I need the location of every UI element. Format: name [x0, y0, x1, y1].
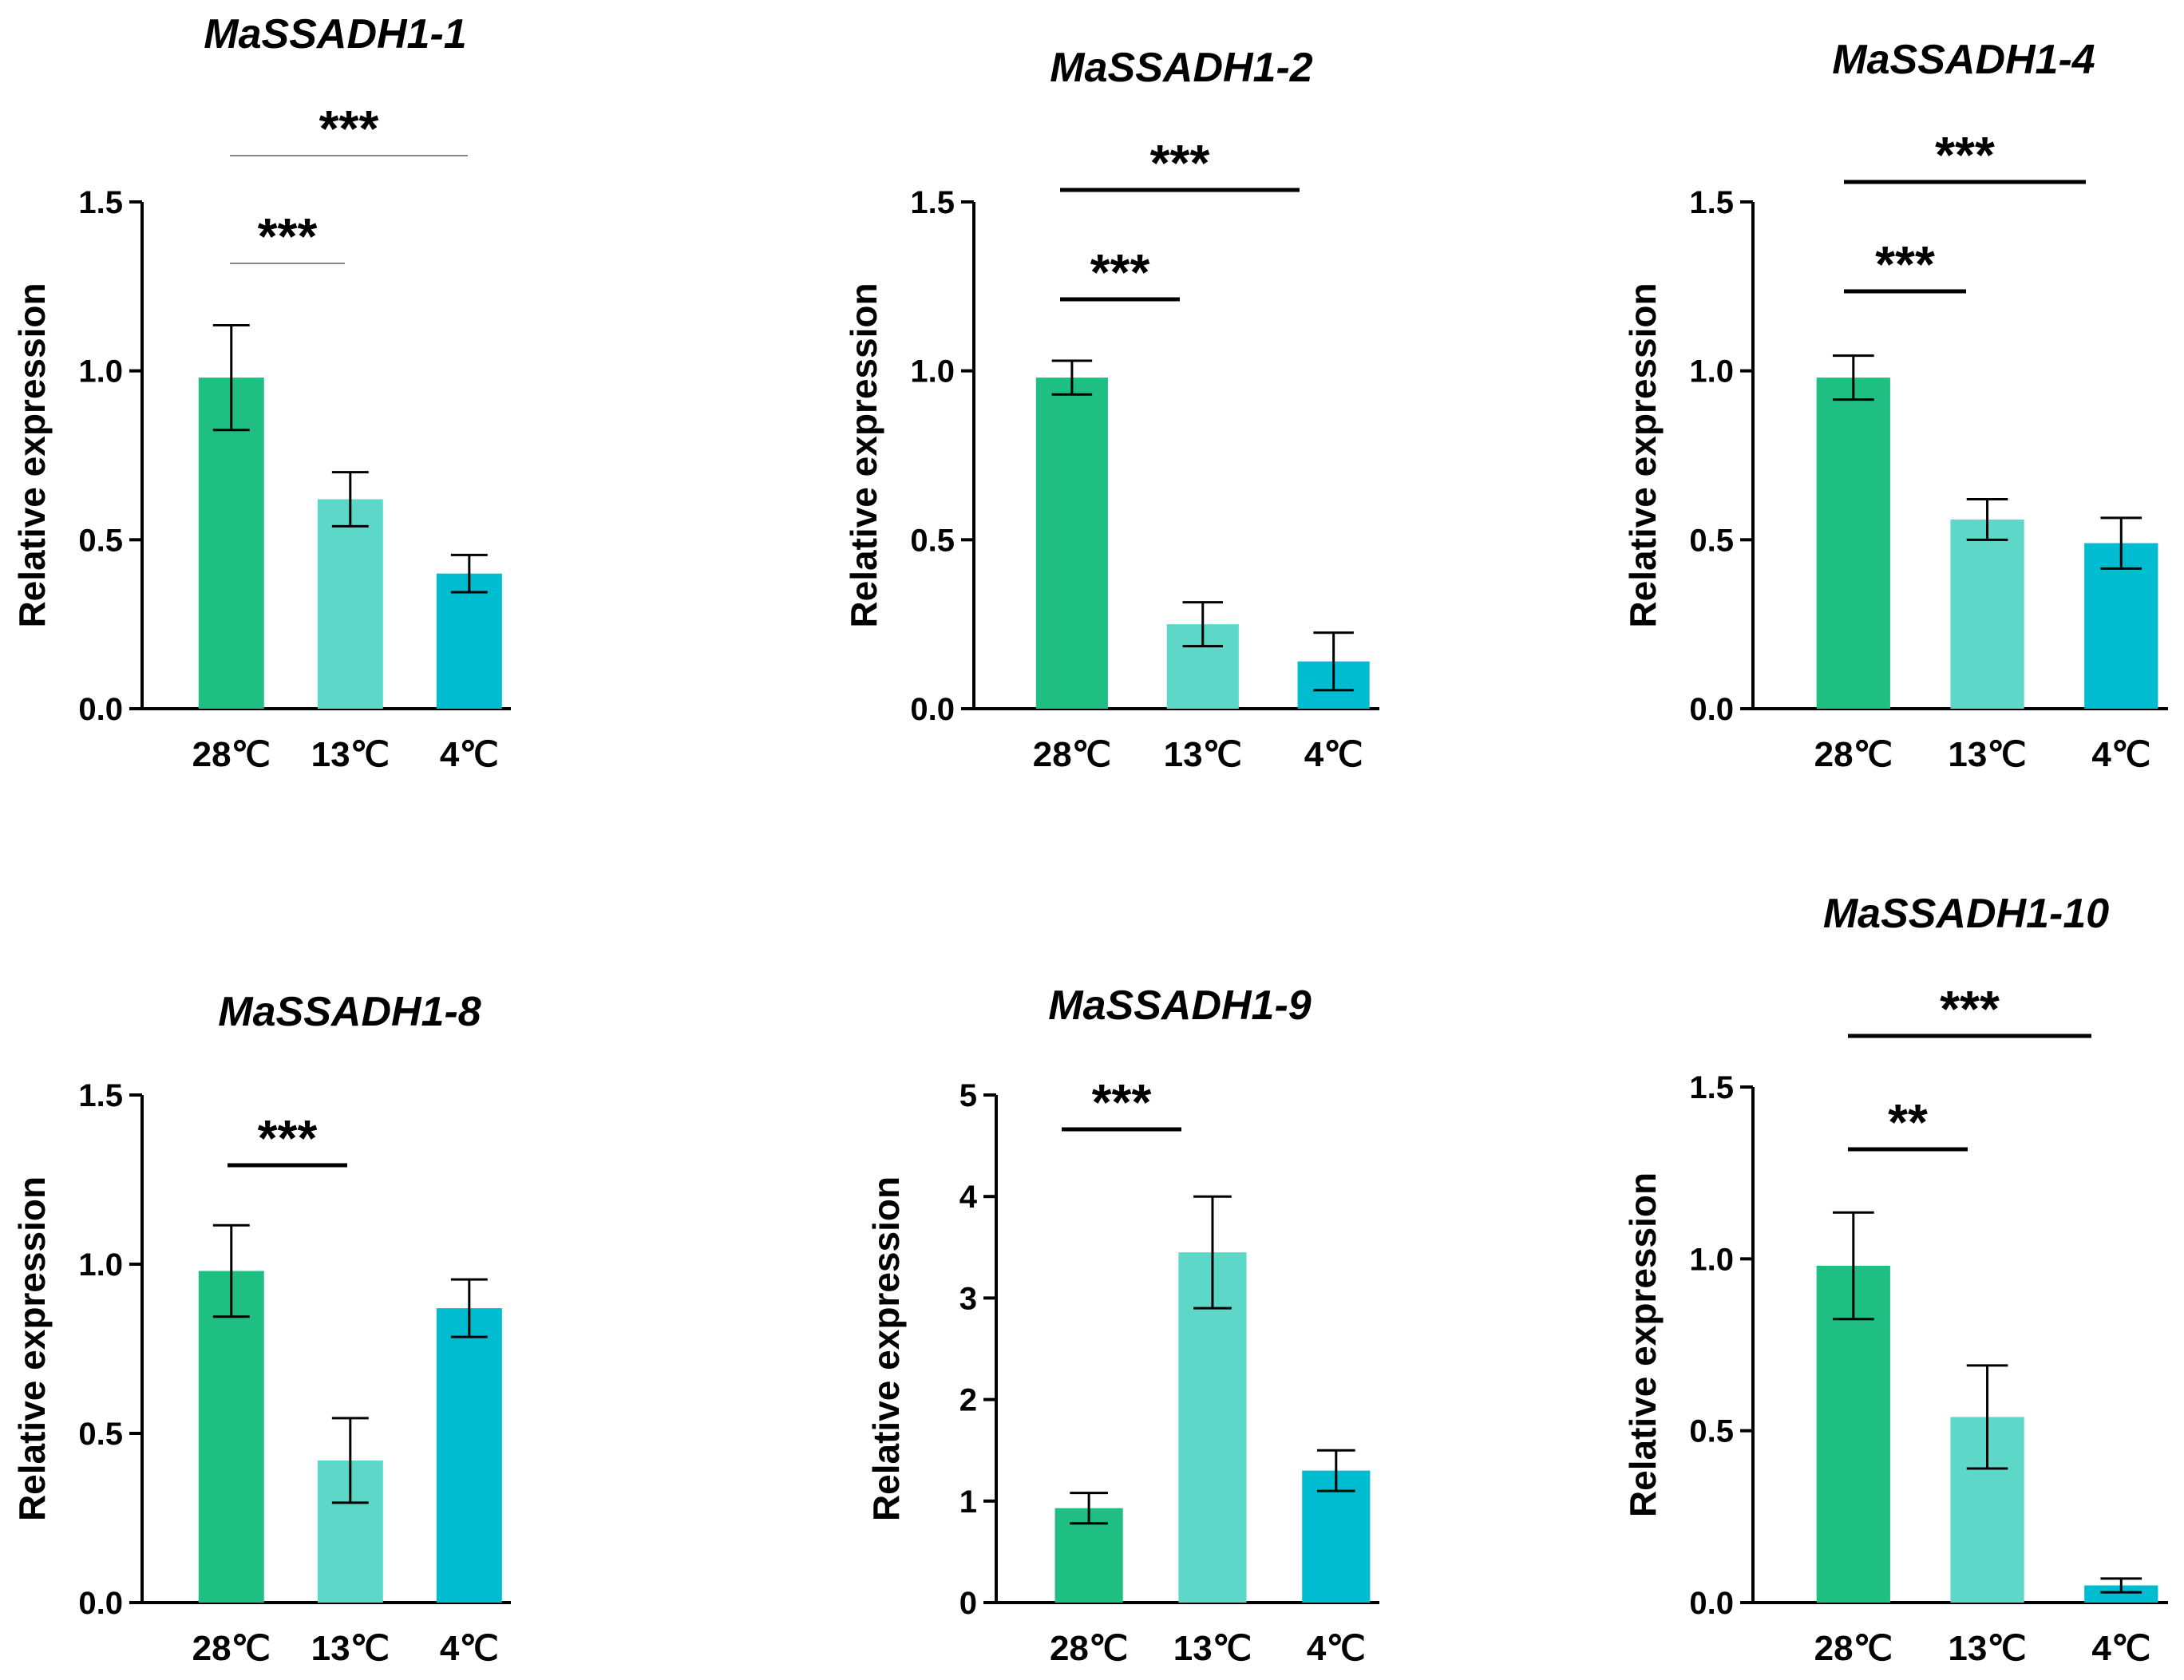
panel-5-bar-3: [1302, 1470, 1371, 1603]
panel-6-y-tick-label: 1.0: [1689, 1242, 1734, 1277]
panel-1-bar-2: [317, 499, 383, 709]
panel-1-x-tick-label-1: 28℃: [192, 735, 271, 774]
panel-6-significance-label-2: ***: [1940, 980, 2000, 1038]
panel-3-x-tick-label-3: 4℃: [2091, 735, 2150, 774]
panel-4-y-tick-label: 1.0: [78, 1247, 123, 1283]
panel-4-bar-1: [198, 1271, 264, 1603]
panel-5-y-tick-label: 2: [959, 1383, 977, 1418]
panel-6-y-tick-label: 0.0: [1689, 1586, 1734, 1621]
panel-1-title: MaSSADH1-1: [204, 11, 466, 57]
panel-3-y-axis-label: Relative expression: [1622, 283, 1664, 627]
panel-4-significance-label-1: ***: [258, 1109, 318, 1167]
panel-4-x-tick-label-1: 28℃: [192, 1629, 271, 1668]
panel-3-y-tick-label: 0.5: [1689, 523, 1734, 558]
panel-3-bar-1: [1816, 378, 1890, 709]
panel-6-bar-1: [1816, 1265, 1890, 1603]
panel-5-x-tick-label-3: 4℃: [1307, 1629, 1366, 1668]
panel-2-significance-label-2: ***: [1150, 134, 1210, 192]
panel-5-x-tick-label-2: 13℃: [1173, 1629, 1252, 1668]
panel-2-significance-label-1: ***: [1090, 243, 1150, 301]
panel-6-bar-3: [2084, 1585, 2158, 1603]
panel-1-y-tick-label: 1.0: [78, 354, 123, 389]
panel-5-significance-label-1: ***: [1092, 1073, 1152, 1131]
panel-5-y-tick-label: 0: [959, 1586, 977, 1621]
panel-3-significance-label-1: ***: [1875, 235, 1935, 293]
panel-1-y-axis-label: Relative expression: [11, 283, 53, 627]
panel-4-y-axis-label: Relative expression: [11, 1176, 53, 1521]
panel-1-significance-label-2: ***: [319, 100, 379, 157]
panel-4-y-tick-label: 0.0: [78, 1586, 123, 1621]
panel-4-x-tick-label-2: 13℃: [311, 1629, 390, 1668]
panel-2-x-tick-label-2: 13℃: [1164, 735, 1242, 774]
panel-6-significance-label-1: **: [1888, 1093, 1928, 1151]
panel-5-bar-2: [1178, 1252, 1247, 1603]
panel-2-y-tick-label: 1.0: [910, 354, 955, 389]
panel-5-y-axis-label: Relative expression: [865, 1176, 907, 1521]
panel-6-y-tick-label: 0.5: [1689, 1414, 1734, 1449]
panel-1-bar-3: [436, 573, 502, 709]
panel-3-x-tick-label-2: 13℃: [1948, 735, 2026, 774]
panel-2-x-tick-label-3: 4℃: [1304, 735, 1363, 774]
panel-1-y-tick-label: 1.5: [78, 185, 123, 220]
panel-6-x-tick-label-1: 28℃: [1814, 1629, 1893, 1668]
panel-5-y-tick-label: 5: [959, 1078, 977, 1113]
panel-6-title: MaSSADH1-10: [1823, 891, 2109, 937]
panel-2-y-tick-label: 0.0: [910, 692, 955, 727]
panel-2-x-tick-label-1: 28℃: [1033, 735, 1111, 774]
panel-1-y-tick-label: 0.5: [78, 523, 123, 558]
panel-1-y-tick-label: 0.0: [78, 692, 123, 727]
panel-4-x-tick-label-3: 4℃: [440, 1629, 499, 1668]
panel-2-bar-1: [1035, 378, 1108, 709]
panel-2-title: MaSSADH1-2: [1050, 45, 1312, 91]
panel-4-y-tick-label: 1.5: [78, 1078, 123, 1113]
panel-6-y-tick-label: 1.5: [1689, 1070, 1734, 1105]
panel-3-y-tick-label: 0.0: [1689, 692, 1734, 727]
panel-4-bar-3: [436, 1308, 502, 1603]
panel-1-significance-label-1: ***: [258, 208, 318, 265]
panel-3-title: MaSSADH1-4: [1832, 37, 2095, 83]
panel-6-y-axis-label: Relative expression: [1622, 1172, 1664, 1517]
panel-3-bar-2: [1950, 519, 2024, 709]
panel-1-x-tick-label-2: 13℃: [311, 735, 390, 774]
panel-1-bar-1: [198, 378, 264, 709]
panel-2-y-tick-label: 1.5: [910, 185, 955, 220]
panel-3-bar-3: [2084, 543, 2158, 709]
panel-3-significance-label-2: ***: [1935, 126, 1995, 184]
panel-2-y-tick-label: 0.5: [910, 523, 955, 558]
panel-3-x-tick-label-1: 28℃: [1814, 735, 1893, 774]
panel-2-y-axis-label: Relative expression: [843, 283, 884, 627]
panel-5-title: MaSSADH1-9: [1048, 982, 1311, 1029]
panel-3-y-tick-label: 1.5: [1689, 185, 1734, 220]
panel-5-y-tick-label: 4: [959, 1180, 978, 1215]
panel-5-y-tick-label: 1: [959, 1484, 977, 1520]
panel-3-y-tick-label: 1.0: [1689, 354, 1734, 389]
panel-5-y-tick-label: 3: [959, 1281, 977, 1316]
panel-6-x-tick-label-2: 13℃: [1948, 1629, 2026, 1668]
panel-1-x-tick-label-3: 4℃: [440, 735, 499, 774]
panel-5-x-tick-label-1: 28℃: [1050, 1629, 1128, 1668]
panel-4-title: MaSSADH1-8: [218, 989, 481, 1035]
panel-6-x-tick-label-3: 4℃: [2091, 1629, 2150, 1668]
panel-4-y-tick-label: 0.5: [78, 1417, 123, 1452]
